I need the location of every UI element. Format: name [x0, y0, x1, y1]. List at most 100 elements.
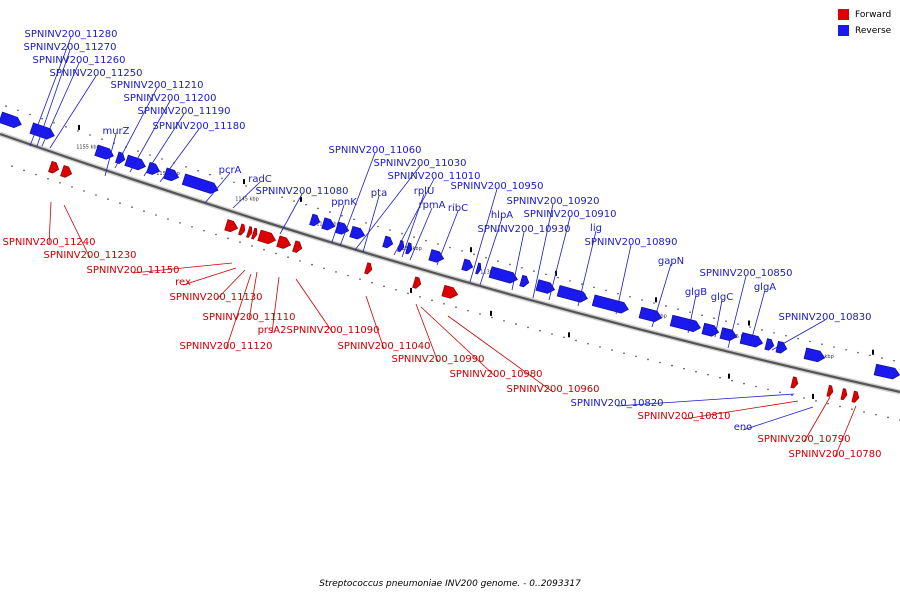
- lower-track-dot: [803, 397, 805, 399]
- lower-track-dot: [635, 355, 637, 358]
- lower-track-dot: [659, 361, 661, 364]
- upper-track-dot: [305, 203, 307, 206]
- lower-track-dot: [491, 316, 493, 319]
- forward-gene-label: prsA2: [258, 325, 287, 336]
- forward-gene-arrow: [790, 376, 799, 389]
- upper-track-dot: [617, 292, 619, 295]
- reverse-gene-label: pta: [371, 188, 387, 199]
- forward-gene-label-leader: [248, 271, 258, 321]
- lower-track-dot: [275, 252, 277, 255]
- reverse-gene-label: SPNINV200_11190: [137, 106, 230, 117]
- upper-track-dot: [209, 173, 211, 176]
- lower-track-dot: [875, 413, 877, 416]
- forward-gene-arrow: [826, 384, 834, 397]
- upper-track-dot: [749, 326, 751, 328]
- upper-track-dot: [437, 243, 439, 245]
- reverse-gene-label: SPNINV200_10890: [584, 237, 677, 248]
- upper-track-dot: [797, 337, 799, 340]
- lower-track-dot: [563, 336, 565, 339]
- upper-track-dot: [449, 246, 451, 249]
- upper-track-dot: [29, 113, 31, 116]
- lower-track-dot: [695, 370, 697, 373]
- reverse-gene-label: glgA: [754, 282, 776, 293]
- upper-track-dot: [665, 305, 667, 307]
- upper-track-dot: [581, 283, 583, 285]
- upper-track-dot: [197, 169, 199, 172]
- forward-gene-label-leader: [420, 306, 497, 378]
- reverse-gene-arrow: [669, 314, 701, 333]
- lower-track-dot: [575, 339, 577, 342]
- forward-gene-label: SPNINV200_11040: [337, 341, 430, 352]
- reverse-gene-label: glgC: [711, 292, 733, 303]
- upper-track-dot: [137, 150, 139, 152]
- lower-track-dot: [347, 274, 349, 277]
- reverse-gene-label-leader: [339, 152, 376, 247]
- forward-gene-label: SPNINV200_11130: [169, 292, 262, 303]
- lower-track-dot: [707, 373, 709, 376]
- legend-reverse-swatch: [838, 25, 849, 36]
- forward-gene-label-leader: [295, 278, 334, 334]
- reverse-gene-label-leader: [393, 178, 435, 256]
- reverse-gene-arrow: [349, 225, 366, 240]
- lower-track-dot: [791, 394, 793, 396]
- reverse-gene-label-leader: [129, 100, 171, 173]
- reverse-gene-label-leader: [279, 193, 303, 235]
- reverse-gene-arrow: [638, 306, 663, 323]
- forward-gene-arrow: [257, 229, 277, 245]
- upper-track-dot: [389, 229, 391, 231]
- reverse-gene-label-leader: [114, 87, 158, 169]
- forward-gene-label: SPNINV200_10990: [391, 354, 484, 365]
- forward-gene-label: SPNINV200_10960: [506, 384, 599, 395]
- forward-gene-label: SPNINV200_11240: [2, 237, 95, 248]
- reverse-gene-arrow: [382, 235, 394, 249]
- reverse-gene-label: glgB: [685, 287, 707, 298]
- forward-gene-label-leader: [271, 276, 280, 334]
- lower-track-dot: [719, 376, 721, 379]
- lower-track-dot: [647, 358, 649, 361]
- upper-track-dot: [545, 273, 547, 276]
- reverse-gene-label: SPNINV200_11030: [373, 158, 466, 169]
- reverse-gene-label-leader: [36, 49, 71, 147]
- reverse-gene-label: lig: [590, 223, 602, 234]
- legend-reverse-label: Reverse: [855, 26, 892, 36]
- upper-track-dot: [185, 166, 187, 168]
- forward-gene-arrow: [238, 223, 246, 236]
- lower-track-dot: [539, 329, 541, 332]
- reverse-gene-label: SPNINV200_10910: [523, 209, 616, 220]
- upper-track-dot: [605, 289, 607, 292]
- reverse-gene-label-leader: [615, 244, 632, 315]
- reverse-gene-arrow: [0, 111, 22, 129]
- reverse-gene-label: SPNINV200_11180: [152, 121, 245, 132]
- upper-track-dot: [341, 214, 343, 217]
- track-tick: [872, 349, 874, 355]
- reverse-gene-label-leader: [331, 204, 345, 243]
- upper-track-dot: [377, 225, 379, 228]
- reverse-gene-label: rpmA: [418, 200, 445, 211]
- lower-track-dot: [215, 233, 217, 236]
- upper-track-dot: [269, 192, 271, 195]
- lower-track-dot: [731, 379, 733, 382]
- lower-track-dot: [155, 214, 157, 216]
- reverse-gene-label-leader: [511, 231, 525, 291]
- reverse-gene-label-leader: [232, 181, 261, 209]
- lower-track-dot: [23, 169, 25, 172]
- reverse-gene-arrow: [309, 213, 321, 227]
- forward-gene-label: SPNINV200_11230: [43, 250, 136, 261]
- lower-track-dot: [887, 416, 889, 419]
- upper-track-dot: [629, 295, 631, 298]
- forward-gene-label: SPNINV200_10780: [788, 449, 881, 460]
- reverse-gene-label-leader: [469, 188, 498, 283]
- forward-gene-label-leader: [63, 204, 91, 259]
- forward-gene-label: SPNINV200_10790: [757, 434, 850, 445]
- upper-track-dot: [557, 276, 559, 279]
- lower-track-dot: [479, 313, 481, 315]
- reverse-gene-arrow: [461, 258, 474, 272]
- forward-gene-arrow: [364, 262, 373, 275]
- track-tick: [470, 247, 472, 253]
- reverse-gene-arrow: [591, 294, 629, 314]
- reverse-gene-label: SPNINV200_11080: [255, 186, 348, 197]
- upper-track-dot: [677, 308, 679, 310]
- reverse-gene-label-leader: [354, 165, 421, 251]
- upper-track-dot: [893, 359, 895, 362]
